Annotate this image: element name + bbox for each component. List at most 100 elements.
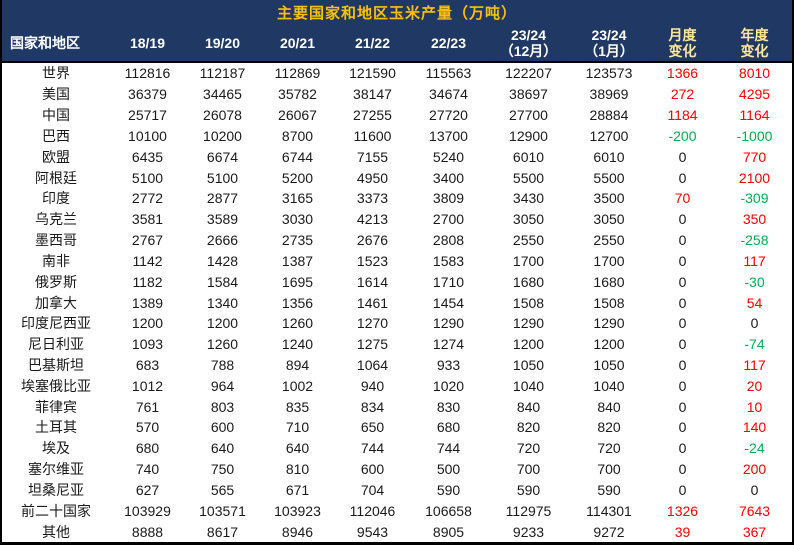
cell-value: 112046 <box>349 502 396 519</box>
cell-country: 坦桑尼亚 <box>28 481 84 498</box>
cell-value: 10200 <box>203 127 242 144</box>
cell-value: 788 <box>210 357 235 373</box>
cell-value: 2676 <box>356 232 389 249</box>
table-body: 世界 112816 112187 112869 121590 115563 122207 12… <box>2 63 792 542</box>
cell-country: 阿根廷 <box>35 169 77 186</box>
cell-value: 3581 <box>131 211 164 228</box>
cell-monthly-change: 272 <box>670 86 695 103</box>
cell-value: 600 <box>360 461 385 478</box>
cell-monthly-change: 0 <box>678 315 687 332</box>
cell-monthly-change: 0 <box>678 211 687 228</box>
cell-value: 6010 <box>512 148 545 165</box>
cell-value: 1270 <box>356 315 389 332</box>
cell-country: 巴西 <box>42 127 70 144</box>
cell-yearly-change: 2100 <box>738 169 771 186</box>
cell-value: 1274 <box>432 336 465 353</box>
cell-value: 38969 <box>589 86 629 103</box>
cell-monthly-change: 0 <box>678 336 687 353</box>
table-title: 主要国家和地区玉米产量（万吨） <box>276 4 517 22</box>
cell-value: 2772 <box>131 190 164 207</box>
cell-value: 103929 <box>124 502 171 519</box>
table-row: 阿根廷 5100 5100 5200 4950 3400 5500 5500 0 2100 <box>2 167 792 188</box>
cell-value: 1040 <box>512 377 545 394</box>
cell-monthly-change: 0 <box>678 273 687 290</box>
cell-value: 1050 <box>512 357 545 373</box>
cell-value: 1387 <box>281 252 314 269</box>
cell-yearly-change: 10 <box>746 398 763 415</box>
cell-value: 1700 <box>512 252 545 269</box>
cell-yearly-change: -309 <box>740 190 769 207</box>
cell-value: 122207 <box>505 65 552 82</box>
cell-country: 俄罗斯 <box>35 273 77 290</box>
cell-yearly-change: 0 <box>750 481 759 498</box>
cell-yearly-change: 8010 <box>738 65 771 82</box>
table-row: 巴西 10100 10200 8700 11600 13700 12900 12700 -200… <box>2 125 792 146</box>
cell-value: 28884 <box>589 107 629 124</box>
cell-value: 1290 <box>432 315 465 332</box>
cell-value: 1461 <box>356 294 389 311</box>
cell-country: 中国 <box>42 107 70 124</box>
cell-value: 8700 <box>281 127 314 144</box>
cell-yearly-change: -24 <box>744 440 765 457</box>
table-row: 土耳其 570 600 710 650 680 820 820 0 140 <box>2 417 792 438</box>
cell-monthly-change: 39 <box>674 523 691 540</box>
cell-yearly-change: 367 <box>742 523 767 540</box>
cell-country: 埃及 <box>42 440 70 457</box>
cell-monthly-change: 0 <box>678 357 687 373</box>
cell-value: 5500 <box>593 169 625 186</box>
cell-value: 810 <box>285 461 310 478</box>
cell-value: 1700 <box>593 252 625 269</box>
cell-value: 5200 <box>281 169 314 186</box>
cell-value: 840 <box>597 398 621 415</box>
cell-yearly-change: 140 <box>742 419 767 436</box>
cell-value: 5500 <box>512 169 545 186</box>
table-row: 塞尔维亚 740 750 810 600 500 700 700 0 200 <box>2 459 792 480</box>
cell-monthly-change: 0 <box>678 419 687 436</box>
cell-value: 671 <box>285 481 310 498</box>
cell-value: 1389 <box>131 294 164 311</box>
table-row: 前二十国家 103929 103571 103923 112046 106658 11297… <box>2 500 792 521</box>
cell-value: 750 <box>210 461 235 478</box>
cell-monthly-change: 0 <box>678 169 687 186</box>
cell-value: 933 <box>436 357 461 373</box>
cell-country: 埃塞俄比亚 <box>21 377 91 394</box>
cell-value: 1614 <box>356 273 389 290</box>
cell-monthly-change: 1326 <box>666 502 699 519</box>
column-header-1920: 19/20 <box>204 34 241 51</box>
cell-yearly-change: 20 <box>746 377 763 394</box>
cell-monthly-change: 0 <box>678 461 687 478</box>
cell-monthly-change: 0 <box>678 440 687 457</box>
cell-value: 1012 <box>131 377 164 394</box>
cell-value: 2735 <box>281 232 314 249</box>
cell-country: 巴基斯坦 <box>28 357 84 373</box>
cell-value: 38697 <box>509 86 548 103</box>
cell-value: 121590 <box>349 65 396 82</box>
table-row: 埃塞俄比亚 1012 964 1002 940 1020 1040 1040 0 20 <box>2 375 792 396</box>
cell-value: 34465 <box>203 86 242 103</box>
cell-value: 114301 <box>586 502 632 519</box>
cell-country: 加拿大 <box>35 294 77 311</box>
cell-value: 4950 <box>356 169 389 186</box>
cell-monthly-change: 0 <box>678 398 687 415</box>
column-header-2021: 20/21 <box>279 34 316 51</box>
cell-value: 1523 <box>356 252 389 269</box>
cell-yearly-change: 117 <box>743 252 766 269</box>
cell-value: 27720 <box>429 107 468 124</box>
cell-value: 590 <box>516 481 541 498</box>
cell-country: 乌克兰 <box>35 211 77 228</box>
cell-value: 835 <box>285 398 310 415</box>
cell-value: 640 <box>210 440 235 457</box>
cell-value: 123573 <box>585 65 633 82</box>
table-row: 欧盟 6435 6674 6744 7155 5240 6010 6010 0 770 <box>2 146 792 167</box>
cell-value: 112816 <box>124 65 171 82</box>
cell-yearly-change: -74 <box>744 336 765 353</box>
cell-yearly-change: 350 <box>742 211 767 228</box>
cell-value: 1454 <box>432 294 465 311</box>
cell-value: 5240 <box>432 148 465 165</box>
cell-value: 740 <box>135 461 160 478</box>
cell-yearly-change: -30 <box>744 273 765 290</box>
cell-value: 2700 <box>432 211 465 228</box>
cell-country: 前二十国家 <box>21 502 91 519</box>
cell-country: 塞尔维亚 <box>28 461 84 478</box>
